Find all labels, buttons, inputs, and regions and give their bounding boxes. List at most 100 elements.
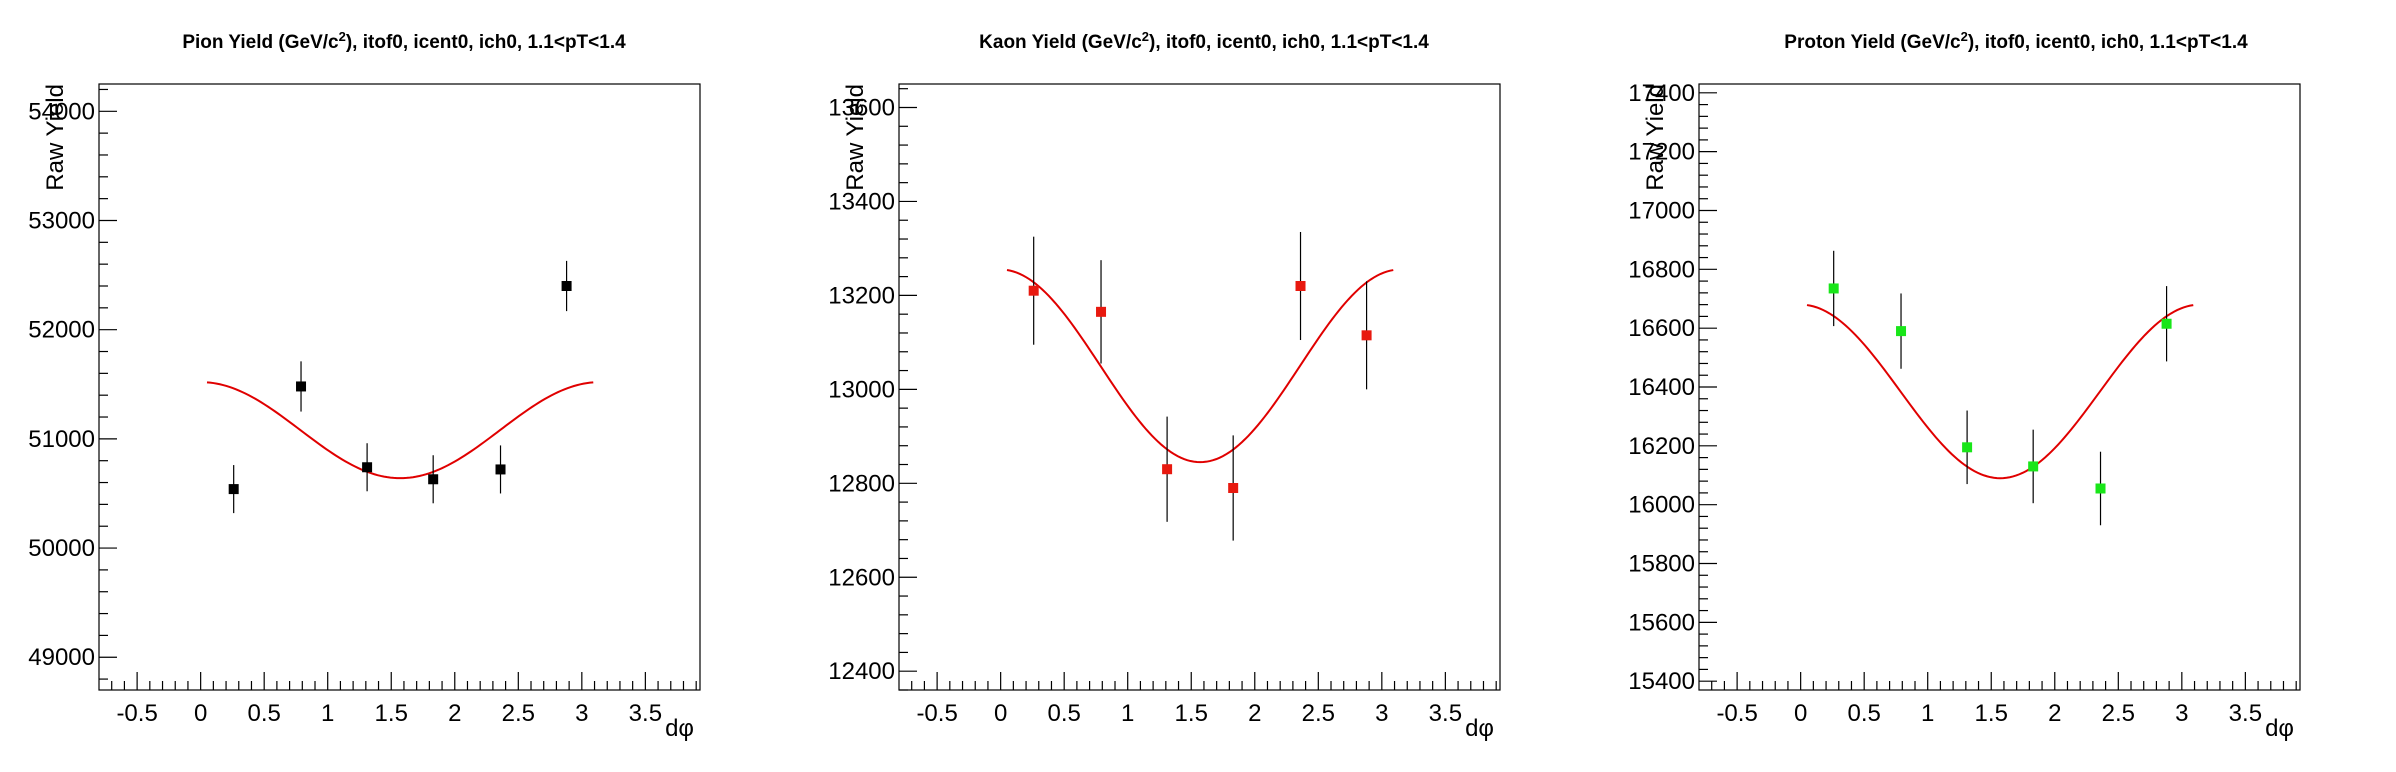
proton-marker	[1896, 326, 1907, 337]
pion-data-point	[228, 465, 239, 514]
pion-x-tick-label: 0.5	[247, 700, 280, 727]
kaon-chart-title: Kaon Yield (GeV/c2), itof0, icent0, ich0…	[979, 29, 1429, 53]
kaon-plot-frame	[898, 83, 1501, 691]
kaon-yield-panel: Kaon Yield (GeV/c2), itof0, icent0, ich0…	[828, 29, 1501, 742]
proton-marker	[2161, 318, 2172, 329]
proton-x-tick-label: 0	[1794, 700, 1807, 727]
kaon-data-point	[1096, 260, 1107, 364]
proton-x-tick-label: 0.5	[1847, 700, 1880, 727]
proton-y-tick-label: 16600	[1628, 315, 1695, 342]
proton-x-tick-label: -0.5	[1716, 700, 1757, 727]
proton-y-ticks: 15400 15600 15800 16000 16200 16400 16600 16800…	[1628, 80, 1717, 695]
pion-x-tick-label: 0	[194, 700, 207, 727]
pion-x-ticks: -0.5 0 0.5 1 1.5 2 2.5 3 3.5	[111, 672, 697, 727]
proton-x-axis-title: dφ	[2265, 715, 2294, 742]
proton-marker	[1828, 283, 1839, 294]
proton-plot-frame	[1698, 83, 2301, 691]
kaon-y-tick-label: 13200	[828, 282, 895, 309]
pion-x-tick-label: 3	[575, 700, 588, 727]
kaon-marker	[1228, 483, 1239, 493]
proton-marker	[2095, 483, 2106, 494]
kaon-y-ticks: 12400 12600 12800 13000 13200 13400 13600	[828, 88, 917, 691]
pion-title-suffix: ), itof0, icent0, ich0, 1.1<pT<1.4	[346, 32, 626, 53]
pion-data-point	[561, 260, 572, 312]
kaon-title-sup: 2	[1142, 29, 1149, 44]
kaon-marker	[1361, 330, 1372, 341]
kaon-y-tick-label: 12400	[828, 658, 895, 685]
pion-y-tick-label: 49000	[28, 644, 95, 671]
pion-y-ticks: 49000 50000 51000 52000 53000 54000	[28, 88, 117, 680]
proton-data-point	[2095, 451, 2106, 526]
kaon-data-point	[1228, 435, 1239, 541]
kaon-x-tick-label: -0.5	[916, 700, 957, 727]
kaon-data-point	[1028, 236, 1039, 345]
pion-y-axis-title: Raw Yield	[42, 84, 69, 191]
pion-marker	[428, 474, 439, 485]
proton-data-point	[2161, 286, 2172, 362]
pion-x-axis-title: dφ	[665, 715, 694, 742]
kaon-x-tick-label: 3.5	[1429, 700, 1462, 727]
proton-data-point	[2028, 429, 2039, 504]
proton-x-tick-label: 2.5	[2102, 700, 2135, 727]
pion-x-tick-label: -0.5	[116, 700, 157, 727]
proton-marker	[2028, 461, 2039, 472]
pion-y-tick-label: 54000	[28, 98, 95, 125]
kaon-y-tick-label: 12800	[828, 470, 895, 497]
kaon-marker	[1295, 281, 1306, 291]
proton-x-tick-label: 1.5	[1975, 700, 2008, 727]
kaon-y-tick-label: 13000	[828, 376, 895, 403]
kaon-x-tick-label: 2.5	[1302, 700, 1335, 727]
pion-marker	[561, 281, 572, 291]
proton-data-point	[1962, 410, 1973, 485]
proton-x-tick-label: 3.5	[2229, 700, 2262, 727]
kaon-fit-curve	[1006, 269, 1394, 464]
kaon-x-tick-label: 2	[1248, 700, 1261, 727]
pion-title-prefix: Pion Yield (GeV/c	[182, 32, 339, 53]
pion-y-tick-label: 52000	[28, 317, 95, 344]
kaon-x-ticks: -0.5 0 0.5 1 1.5 2 2.5 3 3.5	[911, 672, 1497, 727]
kaon-marker	[1162, 464, 1173, 475]
proton-yield-panel: Proton Yield (GeV/c2), itof0, icent0, ic…	[1628, 29, 2301, 742]
proton-y-tick-label: 15400	[1628, 668, 1695, 695]
kaon-y-tick-label: 12600	[828, 564, 895, 591]
proton-y-tick-label: 17200	[1628, 139, 1695, 166]
kaon-y-tick-label: 13400	[828, 188, 895, 215]
proton-x-tick-label: 2	[2048, 700, 2061, 727]
pion-y-tick-label: 50000	[28, 535, 95, 562]
kaon-y-axis-title: Raw Yield	[842, 84, 869, 191]
proton-fit-curve	[1806, 304, 2194, 480]
proton-y-tick-label: 16800	[1628, 256, 1695, 283]
proton-title-sup: 2	[1961, 29, 1968, 44]
proton-y-tick-label: 17400	[1628, 80, 1695, 107]
proton-data-point	[1896, 293, 1907, 369]
kaon-title-suffix: ), itof0, icent0, ich0, 1.1<pT<1.4	[1149, 32, 1429, 53]
kaon-marker	[1028, 285, 1039, 296]
kaon-x-tick-label: 1.5	[1175, 700, 1208, 727]
proton-y-tick-label: 16400	[1628, 374, 1695, 401]
pion-marker	[495, 464, 506, 475]
pion-fit-curve	[206, 381, 594, 480]
pion-data-point	[428, 455, 439, 504]
pion-x-tick-label: 3.5	[629, 700, 662, 727]
pion-data-point	[495, 445, 506, 494]
proton-y-tick-label: 16200	[1628, 433, 1695, 460]
pion-x-tick-label: 1	[321, 700, 334, 727]
pion-y-tick-label: 53000	[28, 207, 95, 234]
pion-x-tick-label: 1.5	[375, 700, 408, 727]
kaon-x-tick-label: 0.5	[1047, 700, 1080, 727]
proton-y-tick-label: 17000	[1628, 197, 1695, 224]
proton-x-ticks: -0.5 0 0.5 1 1.5 2 2.5 3 3.5	[1711, 672, 2297, 727]
pion-yield-panel: Pion Yield (GeV/c2), itof0, icent0, ich0…	[28, 29, 701, 742]
pion-marker	[296, 381, 307, 392]
proton-title-suffix: ), itof0, icent0, ich0, 1.1<pT<1.4	[1968, 32, 2248, 53]
pion-data-point	[362, 443, 373, 492]
proton-x-tick-label: 3	[2175, 700, 2188, 727]
proton-title-prefix: Proton Yield (GeV/c	[1784, 32, 1961, 53]
kaon-y-tick-label: 13600	[828, 94, 895, 121]
pion-marker	[362, 462, 373, 473]
kaon-x-axis-title: dφ	[1465, 715, 1494, 742]
kaon-title-prefix: Kaon Yield (GeV/c	[979, 32, 1142, 53]
kaon-x-tick-label: 3	[1375, 700, 1388, 727]
pion-x-tick-label: 2.5	[502, 700, 535, 727]
